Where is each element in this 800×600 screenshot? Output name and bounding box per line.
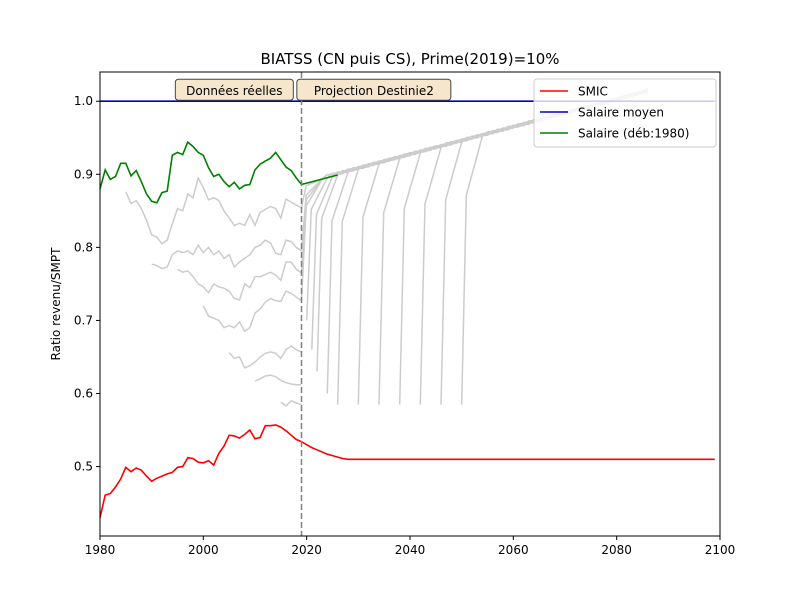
annotation-text: Projection Destinie2	[314, 84, 434, 98]
x-tick-label: 1980	[85, 543, 116, 557]
x-tick-label: 2040	[395, 543, 426, 557]
legend-box	[533, 78, 717, 148]
annotation-text: Données réelles	[186, 84, 282, 98]
legend-label: Salaire (déb:1980)	[578, 127, 689, 141]
x-tick-label: 2100	[705, 543, 736, 557]
y-tick-label: 1.0	[74, 94, 93, 108]
series-line	[99, 424, 715, 518]
series-line	[99, 140, 338, 204]
y-tick-label: 0.7	[74, 313, 93, 327]
gray-curve-observed	[125, 175, 302, 245]
y-tick-label: 0.6	[74, 387, 93, 401]
y-axis-label: Ratio revenu/SMPT	[49, 247, 63, 361]
annotation-box	[174, 78, 294, 101]
legend: SMIC Salaire moyen Salaire (déb:1980)	[533, 78, 717, 148]
x-tick-label: 2000	[188, 543, 219, 557]
gray-curve-observed	[151, 239, 302, 270]
y-tick-label: 0.8	[74, 240, 93, 254]
x-tick-label: 2060	[498, 543, 529, 557]
chart-title: BIATSS (CN puis CS), Prime(2019)=10%	[260, 50, 559, 68]
gray-curve-observed	[202, 290, 302, 333]
gray-curve-observed	[254, 374, 302, 386]
legend-label: SMIC	[578, 85, 608, 99]
legend-label: Salaire moyen	[578, 106, 664, 120]
annotations: Données réelles Projection Destinie2	[174, 78, 452, 101]
x-tick-label: 2080	[601, 543, 632, 557]
gray-curve-observed	[177, 261, 302, 301]
y-tick-label: 0.5	[74, 460, 93, 474]
gray-curve-observed	[280, 399, 302, 407]
axes: 1980 2000 2020 2040 2060 2080 2100 0.5 0.6 0.7 0.8…	[74, 71, 736, 557]
gray-curve-observed	[228, 345, 302, 369]
x-tick-label: 2020	[291, 543, 322, 557]
annotation-box	[296, 78, 452, 101]
y-tick-label: 0.9	[74, 167, 93, 181]
